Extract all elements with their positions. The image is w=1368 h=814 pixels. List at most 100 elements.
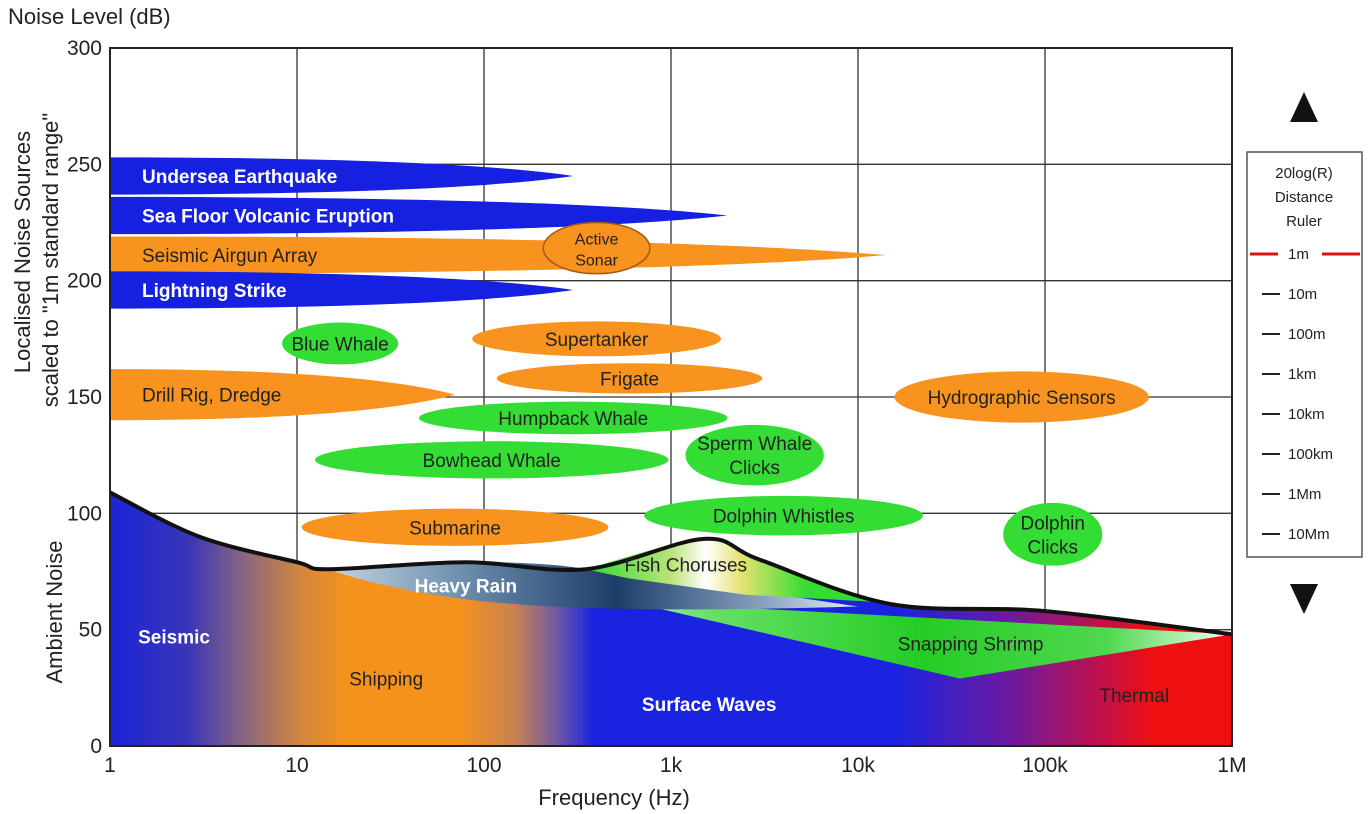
x-axis-label: Frequency (Hz) bbox=[538, 785, 690, 810]
source-supertanker: Supertanker bbox=[472, 321, 721, 357]
source-blue-whale: Blue Whale bbox=[282, 322, 399, 365]
drill-rig-dredge-label: Drill Rig, Dredge bbox=[142, 386, 281, 407]
x-tick-label: 1M bbox=[1217, 754, 1246, 777]
ruler-title-line3: Ruler bbox=[1286, 213, 1322, 230]
source-seismic-airgun-array: Seismic Airgun Array bbox=[110, 236, 886, 274]
supertanker-label: Supertanker bbox=[545, 330, 649, 351]
lightning-strike-label: Lightning Strike bbox=[142, 281, 287, 302]
y-tick-label: 250 bbox=[67, 153, 102, 176]
source-frigate: Frigate bbox=[496, 363, 763, 394]
ruler-label-10km: 10km bbox=[1288, 406, 1325, 423]
source-hydrographic-sensors: Hydrographic Sensors bbox=[894, 371, 1149, 423]
active-sonar-label: Active bbox=[575, 232, 619, 249]
arrow-down-icon bbox=[1290, 584, 1318, 614]
arrow-up-icon bbox=[1290, 92, 1318, 122]
ambient-label-seismic: Seismic bbox=[138, 628, 210, 649]
dolphin-whistles-label: Dolphin Whistles bbox=[713, 507, 855, 528]
active-sonar-shape bbox=[542, 221, 651, 275]
ambient-label-fish-choruses: Fish Choruses bbox=[625, 556, 748, 577]
y-axis-label-upper-line2: scaled to "1m standard range" bbox=[38, 113, 63, 407]
seismic-airgun-array-shape bbox=[110, 236, 886, 274]
y-tick-label: 100 bbox=[67, 502, 102, 525]
hydrographic-sensors-label: Hydrographic Sensors bbox=[928, 388, 1116, 409]
ruler-title-line1: 20log(R) bbox=[1275, 165, 1333, 182]
undersea-earthquake-label: Undersea Earthquake bbox=[142, 167, 337, 188]
fish-chorus-region bbox=[585, 538, 873, 602]
sea-floor-volcanic-eruption-label: Sea Floor Volcanic Eruption bbox=[142, 207, 394, 228]
source-bowhead-whale: Bowhead Whale bbox=[315, 441, 669, 479]
submarine-shape bbox=[301, 508, 609, 546]
y-tick-label: 50 bbox=[79, 619, 102, 642]
ruler-label-10m: 10m bbox=[1288, 286, 1317, 303]
supertanker-shape bbox=[472, 321, 721, 357]
ambient-label-heavy-rain: Heavy Rain bbox=[415, 576, 517, 597]
ruler-label-100m: 100m bbox=[1288, 326, 1326, 343]
source-active-sonar: Active Sonar bbox=[542, 221, 651, 275]
source-drill-rig-dredge: Drill Rig, Dredge bbox=[110, 369, 456, 421]
ruler-label-1m: 1m bbox=[1288, 246, 1309, 263]
y-axis-label-upper-line1: Localised Noise Sources bbox=[10, 131, 35, 373]
heavy-rain-region bbox=[329, 561, 858, 610]
ruler-marks: 1m 10m 100m 1km 10km 100km 1Mm 10Mm bbox=[1250, 246, 1360, 543]
sperm-whale-clicks-shape bbox=[685, 424, 824, 486]
dolphin-clicks-label: Clicks bbox=[1027, 537, 1078, 558]
x-tick-label: 100 bbox=[466, 754, 501, 777]
ambient-envelope-line bbox=[109, 490, 1233, 637]
dolphin-whistles-shape bbox=[644, 495, 923, 536]
ambient-label-snapping-shrimp: Snapping Shrimp bbox=[898, 635, 1044, 656]
ambient-label-shipping: Shipping bbox=[349, 670, 423, 691]
ambient-label-thermal: Thermal bbox=[1099, 686, 1169, 707]
ambient-noise-area: Seismic Shipping Surface Waves Thermal Heavy… bbox=[109, 490, 1233, 746]
blue-whale-shape bbox=[282, 322, 399, 365]
x-tick-label: 10k bbox=[841, 754, 875, 777]
ruler-label-1Mm: 1Mm bbox=[1288, 486, 1321, 503]
x-tick-label: 100k bbox=[1022, 754, 1068, 777]
ruler-label-10Mm: 10Mm bbox=[1288, 526, 1330, 543]
source-dolphin-clicks: Dolphin Clicks bbox=[1003, 502, 1103, 566]
noise-sources: Undersea Earthquake Sea Floor Volcanic Er… bbox=[110, 157, 1149, 566]
ruler-box bbox=[1246, 151, 1363, 558]
lightning-strike-shape bbox=[110, 271, 574, 309]
source-dolphin-whistles: Dolphin Whistles bbox=[644, 495, 923, 536]
dolphin-clicks-label: Dolphin bbox=[1021, 513, 1085, 534]
x-tick-label: 10 bbox=[285, 754, 308, 777]
active-sonar-label: Sonar bbox=[575, 253, 618, 270]
hydrographic-sensors-shape bbox=[894, 371, 1149, 423]
ruler-label-1km: 1km bbox=[1288, 366, 1316, 383]
source-lightning-strike: Lightning Strike bbox=[110, 271, 574, 309]
humpback-whale-label: Humpback Whale bbox=[498, 409, 648, 430]
x-tick-label: 1 bbox=[104, 754, 116, 777]
axis-ticks: 1 10 100 1k 10k 100k 1M 0 50 100 150 200 250 300 bbox=[67, 37, 1247, 777]
dolphin-clicks-shape bbox=[1003, 502, 1103, 566]
plot-frame bbox=[109, 47, 1233, 747]
ruler-title-line2: Distance bbox=[1275, 189, 1333, 206]
frigate-label: Frigate bbox=[600, 369, 659, 390]
bowhead-whale-label: Bowhead Whale bbox=[423, 451, 561, 472]
distance-ruler: 20log(R) Distance Ruler 1m 10m 100m 1km 10km… bbox=[1246, 92, 1363, 614]
snapping-shrimp-region bbox=[629, 601, 1232, 679]
humpback-whale-shape bbox=[418, 401, 728, 435]
bowhead-whale-shape bbox=[315, 441, 669, 479]
y-tick-label: 150 bbox=[67, 386, 102, 409]
y-tick-label: 0 bbox=[90, 735, 102, 758]
blue-whale-label: Blue Whale bbox=[292, 334, 389, 355]
ruler-label-100km: 100km bbox=[1288, 446, 1333, 463]
x-tick-label: 1k bbox=[660, 754, 683, 777]
ambient-label-surface-waves: Surface Waves bbox=[642, 695, 776, 716]
source-undersea-earthquake: Undersea Earthquake bbox=[110, 157, 574, 195]
drill-rig-dredge-shape bbox=[110, 369, 456, 421]
y-axis-label-lower: Ambient Noise bbox=[42, 540, 67, 683]
y-tick-label: 300 bbox=[67, 37, 102, 60]
source-submarine: Submarine bbox=[301, 508, 609, 546]
undersea-earthquake-shape bbox=[110, 157, 574, 195]
source-sperm-whale-clicks: Sperm Whale Clicks bbox=[685, 424, 824, 486]
submarine-label: Submarine bbox=[409, 518, 501, 539]
chart-title: Noise Level (dB) bbox=[8, 4, 171, 29]
sperm-whale-clicks-label: Clicks bbox=[729, 458, 780, 479]
sperm-whale-clicks-label: Sperm Whale bbox=[697, 434, 812, 455]
frigate-shape bbox=[496, 363, 763, 394]
ambient-noise-fill bbox=[110, 492, 1232, 746]
y-tick-label: 200 bbox=[67, 270, 102, 293]
seismic-airgun-array-label: Seismic Airgun Array bbox=[142, 246, 318, 267]
